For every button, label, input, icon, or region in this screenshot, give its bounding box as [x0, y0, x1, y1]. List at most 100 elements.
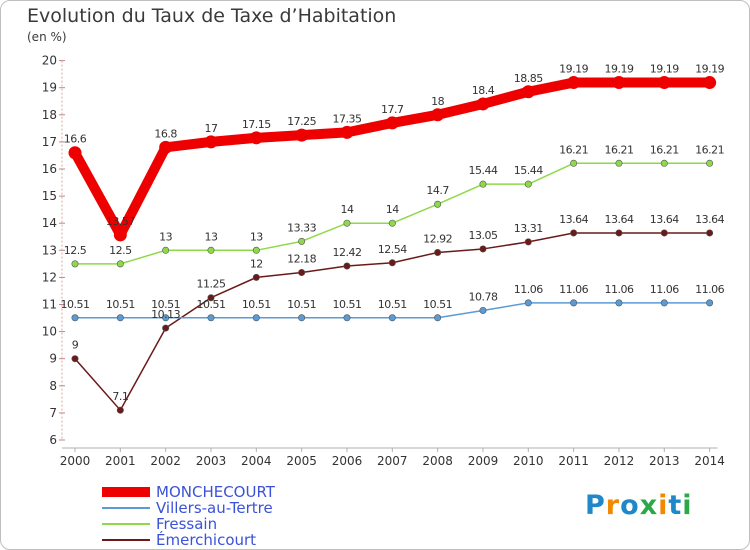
- data-label-3: 12.92: [423, 232, 452, 245]
- data-point-2: [524, 180, 532, 188]
- data-point-3: [162, 324, 170, 332]
- data-point-0: [657, 76, 671, 90]
- data-label-3: 12: [250, 257, 263, 270]
- data-point-3: [660, 229, 668, 237]
- legend: [102, 487, 150, 541]
- data-point-3: [207, 294, 215, 302]
- data-label-1: 11.06: [650, 283, 679, 296]
- data-point-1: [434, 314, 442, 322]
- data-point-3: [479, 245, 487, 253]
- data-point-3: [615, 229, 623, 237]
- data-label-0: 19.19: [559, 63, 588, 76]
- data-point-1: [570, 299, 578, 307]
- data-point-2: [116, 260, 124, 268]
- data-label-2: 16.21: [650, 143, 679, 156]
- data-point-0: [68, 146, 82, 160]
- y-tick-label: 11: [42, 298, 57, 312]
- x-tick-label: 2002: [150, 454, 181, 468]
- x-tick-label: 2008: [422, 454, 453, 468]
- y-tick-label: 20: [42, 54, 57, 68]
- data-point-3: [706, 229, 714, 237]
- data-label-0: 18.85: [514, 72, 543, 85]
- data-point-0: [340, 125, 354, 139]
- data-point-0: [385, 116, 399, 130]
- data-labels: 16.6 13.57 16.8 17 17.15 17.25 17.35 17.7 18 18.4…: [61, 63, 726, 404]
- data-label-0: 19.19: [695, 63, 724, 76]
- data-label-0: 18: [431, 95, 444, 108]
- data-label-2: 13.33: [287, 221, 316, 234]
- data-point-2: [388, 219, 396, 227]
- data-label-0: 13.57: [106, 215, 135, 228]
- y-tick-label: 18: [42, 108, 57, 122]
- chart-title: Evolution du Taux de Taxe d’Habitation: [27, 5, 397, 27]
- data-point-2: [71, 260, 79, 268]
- x-tick-label: 2009: [468, 454, 499, 468]
- data-point-2: [615, 159, 623, 167]
- data-point-1: [388, 314, 396, 322]
- axes: [59, 60, 718, 452]
- data-point-0: [431, 108, 445, 122]
- legend-label-emerchicourt: Émerchicourt: [156, 531, 257, 549]
- y-tick-label: 14: [42, 216, 57, 230]
- data-point-2: [298, 237, 306, 245]
- data-label-0: 19.19: [650, 63, 679, 76]
- x-tick-label: 2005: [286, 454, 317, 468]
- data-point-1: [479, 306, 487, 314]
- data-point-1: [207, 314, 215, 322]
- y-tick-label: 8: [49, 379, 57, 393]
- data-label-3: 13.05: [468, 229, 497, 242]
- data-label-0: 19.19: [604, 63, 633, 76]
- x-tick-label: 2010: [513, 454, 544, 468]
- y-tick-label: 12: [42, 270, 57, 284]
- data-label-3: 7.1: [112, 390, 128, 403]
- x-tick-label: 2007: [377, 454, 408, 468]
- series-layer: [68, 76, 717, 414]
- data-label-0: 16.6: [64, 133, 87, 146]
- data-label-3: 13.64: [695, 213, 724, 226]
- data-label-2: 15.44: [468, 164, 497, 177]
- y-unit-label: (en %): [27, 30, 67, 44]
- data-label-1: 11.06: [695, 283, 724, 296]
- data-point-3: [71, 355, 79, 363]
- tick-labels: 6 7 8 9 10 11 12 13 14 15 16 17 18 19 20 2000 2001 2002 20…: [42, 54, 725, 468]
- data-label-2: 13: [250, 230, 263, 243]
- data-label-1: 10.51: [242, 298, 271, 311]
- data-point-1: [252, 314, 260, 322]
- y-tick-label: 16: [42, 162, 57, 176]
- data-label-1: 10.51: [378, 298, 407, 311]
- data-point-3: [434, 248, 442, 256]
- data-point-3: [343, 262, 351, 270]
- data-point-1: [706, 299, 714, 307]
- data-label-1: 10.51: [332, 298, 361, 311]
- data-label-1: 10.78: [468, 290, 497, 303]
- data-label-1: 10.51: [287, 298, 316, 311]
- data-label-3: 13.64: [559, 213, 588, 226]
- data-label-2: 12.5: [64, 244, 87, 257]
- data-point-1: [615, 299, 623, 307]
- data-label-0: 17.7: [381, 103, 404, 116]
- data-point-0: [476, 97, 490, 111]
- data-point-2: [434, 200, 442, 208]
- proxiti-logo: Proxiti: [585, 490, 693, 521]
- data-label-1: 10.51: [151, 298, 180, 311]
- data-label-0: 17.15: [242, 118, 271, 131]
- data-point-0: [703, 76, 717, 90]
- data-label-1: 10.51: [423, 298, 452, 311]
- y-tick-label: 13: [42, 243, 57, 257]
- data-label-1: 11.06: [604, 283, 633, 296]
- data-point-0: [567, 76, 581, 90]
- x-tick-label: 2012: [604, 454, 635, 468]
- x-tick-label: 2014: [694, 454, 725, 468]
- data-label-1: 10.51: [61, 298, 90, 311]
- data-point-2: [343, 219, 351, 227]
- data-label-3: 13.64: [650, 213, 679, 226]
- data-label-3: 11.25: [196, 278, 225, 291]
- data-label-0: 17: [204, 122, 217, 135]
- data-point-0: [612, 76, 626, 90]
- data-label-3: 12.42: [332, 246, 361, 259]
- data-label-1: 10.51: [196, 298, 225, 311]
- data-label-2: 13: [204, 230, 217, 243]
- data-point-0: [113, 228, 127, 242]
